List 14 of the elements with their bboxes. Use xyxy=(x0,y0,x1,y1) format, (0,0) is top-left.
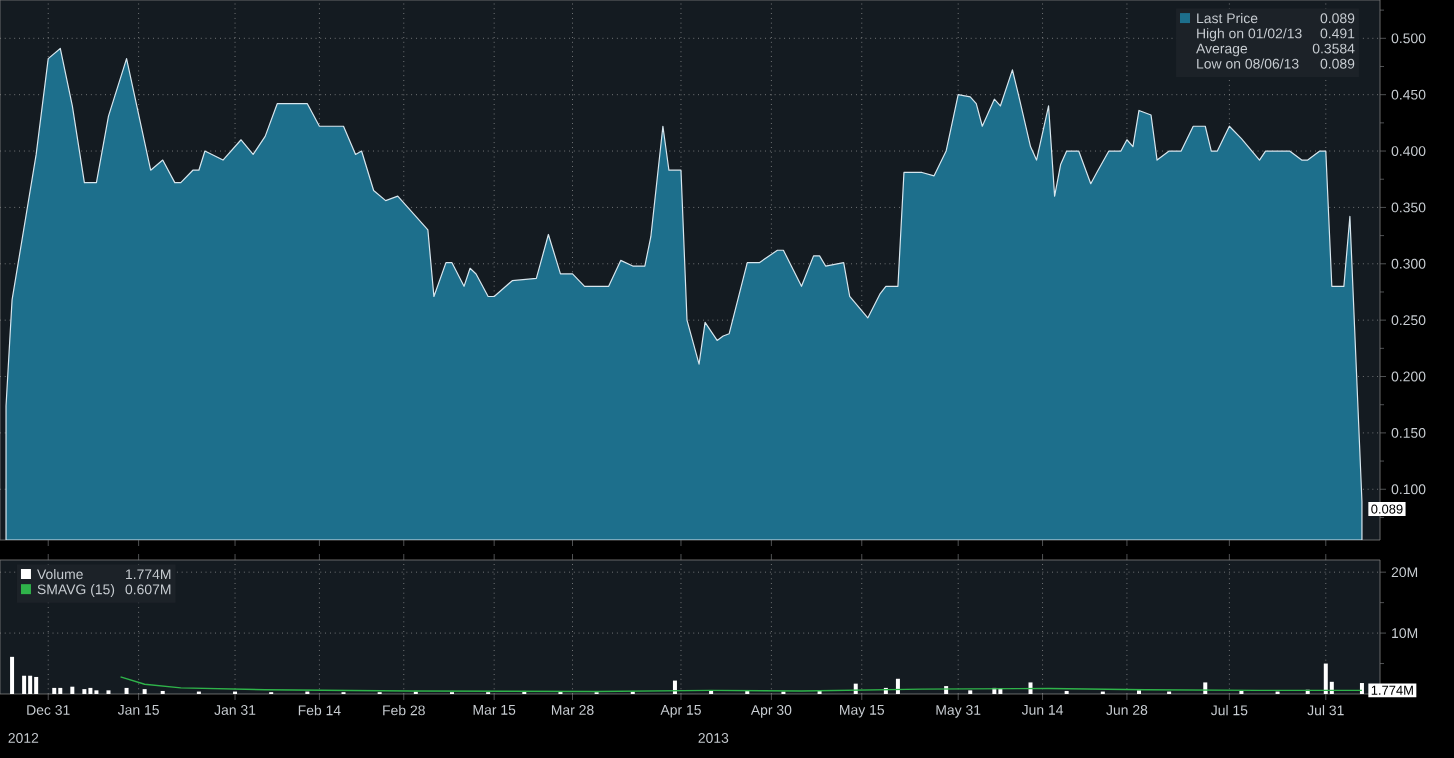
bar xyxy=(58,687,63,694)
bar xyxy=(1028,682,1033,694)
bar xyxy=(10,656,15,694)
bar xyxy=(70,686,75,694)
bar xyxy=(22,675,27,694)
bar xyxy=(895,678,900,694)
bar xyxy=(1323,663,1328,694)
bar xyxy=(124,687,129,694)
bar xyxy=(1359,683,1364,694)
line-series xyxy=(119,676,1363,693)
bar xyxy=(34,676,39,694)
bar xyxy=(88,687,93,694)
bar xyxy=(28,675,33,694)
bar xyxy=(52,687,57,694)
